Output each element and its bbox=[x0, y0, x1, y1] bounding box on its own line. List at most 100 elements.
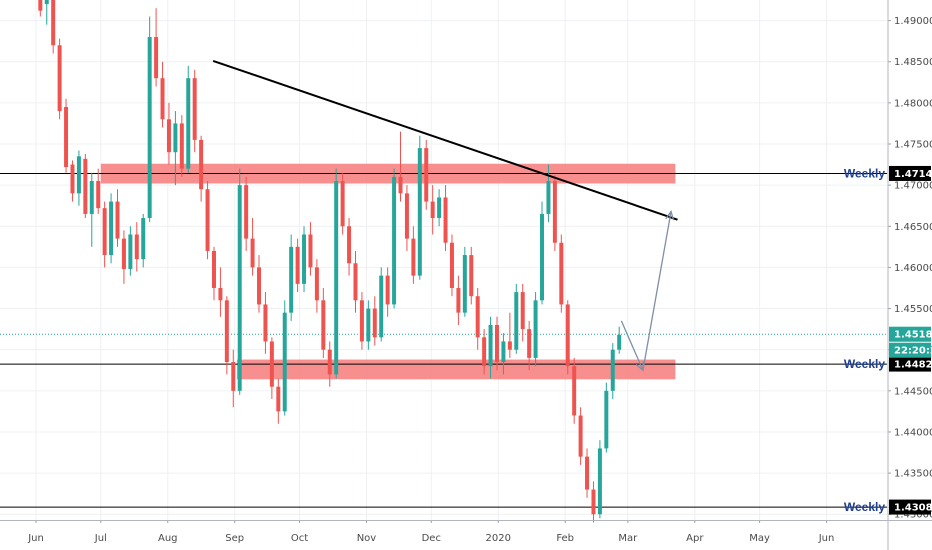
candle bbox=[44, 0, 49, 25]
candle-body bbox=[437, 197, 442, 219]
candle-body bbox=[469, 255, 474, 297]
candle bbox=[199, 135, 204, 202]
candle bbox=[51, 0, 56, 54]
candle-body bbox=[372, 308, 377, 338]
candle-body bbox=[334, 181, 339, 375]
price-tags: 1.47142 1.44825 1.43087 1.45188 22:20:27 bbox=[889, 165, 932, 515]
candle-body bbox=[482, 337, 487, 367]
candle bbox=[591, 481, 596, 523]
y-tick-label: 1.43500 bbox=[894, 469, 932, 480]
candle-body bbox=[591, 489, 596, 515]
weekly-level-label: Weekly bbox=[844, 500, 885, 514]
candle-body bbox=[250, 238, 255, 268]
candle-body bbox=[96, 181, 101, 209]
candle bbox=[462, 246, 467, 317]
projection-arrow-line bbox=[642, 211, 672, 371]
level-price-tag-text: 1.43087 bbox=[894, 503, 932, 514]
level-price-tag-text: 1.47142 bbox=[894, 169, 932, 180]
candle bbox=[610, 343, 615, 400]
candle-body bbox=[424, 148, 429, 202]
candle bbox=[295, 238, 300, 293]
candle-body bbox=[353, 263, 358, 301]
candle bbox=[186, 65, 191, 173]
x-tick-label: 2020 bbox=[486, 533, 511, 544]
candle bbox=[147, 16, 152, 223]
grid bbox=[0, 0, 887, 520]
candle bbox=[179, 115, 184, 177]
candle-body bbox=[572, 366, 577, 416]
candle-body bbox=[404, 193, 409, 239]
support-zone bbox=[236, 359, 676, 380]
candle-body bbox=[44, 0, 49, 5]
candle bbox=[276, 378, 281, 424]
candle bbox=[327, 341, 332, 387]
candle bbox=[366, 300, 371, 350]
candle-body bbox=[379, 275, 384, 338]
candle bbox=[597, 440, 602, 519]
y-tick-label: 1.48500 bbox=[894, 57, 932, 68]
candle bbox=[417, 135, 422, 280]
candle-body bbox=[430, 201, 435, 219]
y-tick-label: 1.44000 bbox=[894, 427, 932, 438]
x-tick-label: Jun bbox=[27, 533, 44, 544]
candle bbox=[398, 131, 403, 202]
candle bbox=[604, 382, 609, 453]
candle-body bbox=[366, 308, 371, 342]
candle-body bbox=[269, 341, 274, 387]
candle-body bbox=[546, 181, 551, 214]
candle-body bbox=[347, 226, 352, 264]
candle bbox=[269, 337, 274, 400]
level-price-tag-bg bbox=[889, 356, 931, 372]
candle bbox=[224, 296, 229, 375]
weekly-level-label: Weekly bbox=[844, 166, 885, 180]
candle-body bbox=[321, 300, 326, 350]
candle bbox=[585, 448, 590, 498]
candle-body bbox=[224, 300, 229, 363]
candle-body bbox=[514, 292, 519, 350]
candle bbox=[347, 218, 352, 276]
y-tick-label: 1.47000 bbox=[894, 181, 932, 192]
current-price-tag-text: 1.45188 bbox=[894, 330, 932, 341]
x-tick-label: May bbox=[749, 533, 770, 544]
x-tick-label: Mar bbox=[618, 533, 638, 544]
candle-body bbox=[308, 234, 313, 268]
candle-body bbox=[102, 208, 107, 256]
current-price-tag-bg bbox=[889, 326, 931, 342]
level-price-tag-text: 1.44825 bbox=[894, 360, 932, 371]
trendline bbox=[212, 59, 678, 221]
candle-body bbox=[166, 119, 171, 153]
candle bbox=[89, 172, 94, 247]
candle bbox=[540, 201, 545, 305]
countdown-tag-text: 22:20:27 bbox=[894, 346, 932, 357]
candle bbox=[488, 316, 493, 379]
weekly-level-label: Weekly bbox=[844, 357, 885, 371]
candle-body bbox=[314, 267, 319, 301]
candle-body bbox=[205, 189, 210, 251]
candle-body bbox=[449, 242, 454, 288]
candle-body bbox=[257, 267, 262, 305]
x-tick-label: Nov bbox=[357, 533, 377, 544]
candle-body bbox=[289, 246, 294, 313]
candle-body bbox=[57, 45, 62, 112]
x-tick-label: Aug bbox=[158, 533, 178, 544]
candle bbox=[334, 168, 339, 379]
candle-body bbox=[398, 176, 403, 194]
candle bbox=[501, 333, 506, 375]
candle-body bbox=[559, 242, 564, 305]
candle-body bbox=[411, 238, 416, 276]
candle-body bbox=[456, 287, 461, 313]
candle bbox=[83, 153, 88, 219]
x-tick-label: Jul bbox=[94, 533, 107, 544]
candle bbox=[121, 230, 126, 284]
candle bbox=[70, 160, 75, 202]
candle bbox=[218, 267, 223, 317]
candle-body bbox=[597, 448, 602, 515]
candle bbox=[134, 222, 139, 272]
candle-body bbox=[578, 415, 583, 457]
candle-body bbox=[179, 123, 184, 169]
candle bbox=[302, 226, 307, 293]
x-tick-label: Feb bbox=[556, 533, 574, 544]
candle bbox=[372, 296, 377, 346]
candle-body bbox=[160, 78, 165, 120]
